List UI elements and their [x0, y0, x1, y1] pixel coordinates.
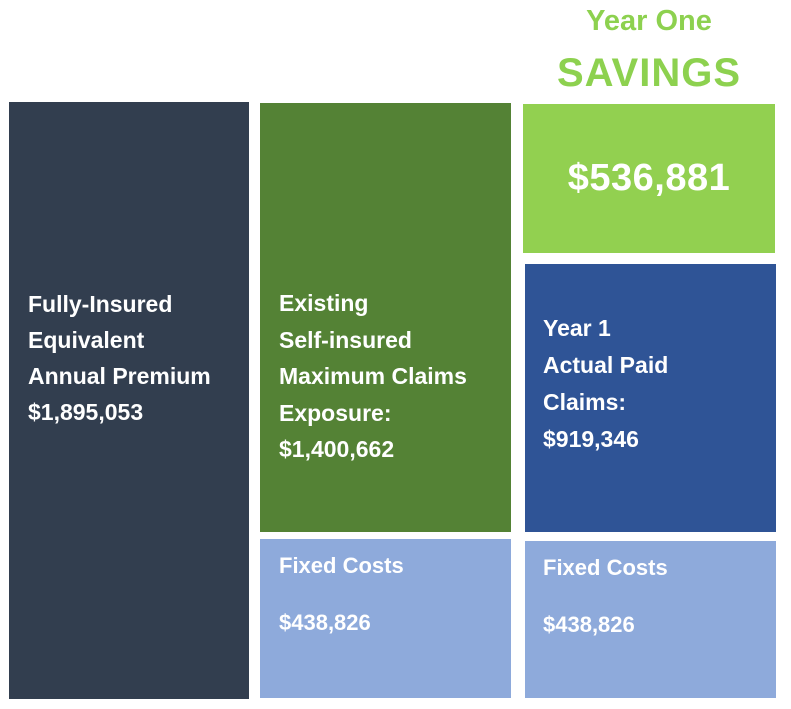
fixed-costs-box-left: Fixed Costs $438,826 — [260, 539, 511, 698]
savings-amount-box: $536,881 — [523, 104, 775, 253]
exposure-label-line-1: Existing — [279, 290, 369, 316]
actual-label-line-1: Year 1 — [543, 315, 611, 341]
actual-label-line-3: Claims: — [543, 389, 627, 415]
exposure-label-line-3: Maximum Claims — [279, 363, 467, 389]
savings-heading-year: Year One — [586, 5, 712, 37]
actual-paid-claims-box: Year 1 Actual Paid Claims: $919,346 — [525, 264, 776, 532]
fixed-costs-amount-right: $438,826 — [543, 612, 635, 637]
fixed-costs-box-right: Fixed Costs $438,826 — [525, 541, 776, 698]
premium-label-line-2: Equivalent — [28, 327, 145, 353]
exposure-label-line-4: Exposure: — [279, 399, 392, 426]
premium-amount: $1,895,053 — [28, 399, 144, 425]
exposure-label-line-2: Self-insured — [279, 326, 412, 353]
fixed-costs-amount-left: $438,826 — [279, 610, 371, 635]
max-claims-exposure-box: Existing Self-insured Maximum Claims Exp… — [260, 103, 511, 532]
savings-amount: $536,881 — [567, 157, 731, 199]
actual-amount: $919,346 — [543, 426, 639, 452]
savings-heading-title: SAVINGS — [556, 51, 742, 95]
fully-insured-premium-box: Fully-Insured Equivalent Annual Premium … — [9, 102, 249, 699]
premium-label-line-3: Annual Premium — [28, 363, 211, 389]
fixed-costs-label-right: Fixed Costs — [543, 555, 668, 580]
exposure-amount: $1,400,662 — [279, 436, 395, 462]
premium-label-line-1: Fully-Insured — [28, 291, 173, 317]
actual-label-line-2: Actual Paid — [543, 352, 669, 378]
fixed-costs-label-left: Fixed Costs — [279, 553, 404, 578]
